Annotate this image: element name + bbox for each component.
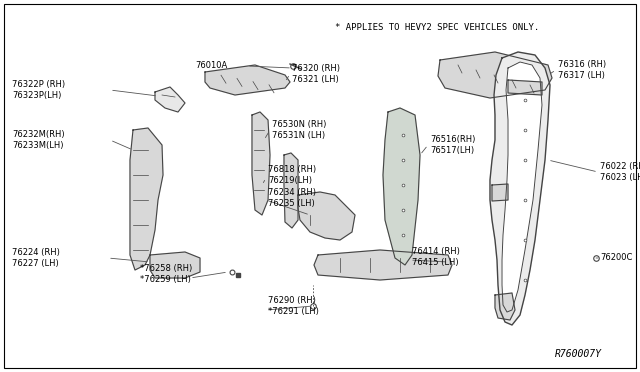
- Polygon shape: [508, 80, 542, 95]
- Polygon shape: [252, 112, 270, 215]
- Text: 76224 (RH)
76227 (LH): 76224 (RH) 76227 (LH): [12, 248, 60, 269]
- Text: 76818 (RH)
76219(LH): 76818 (RH) 76219(LH): [268, 164, 316, 185]
- Text: 76320 (RH)
76321 (LH): 76320 (RH) 76321 (LH): [292, 64, 340, 84]
- Text: *76258 (RH)
*76259 (LH): *76258 (RH) *76259 (LH): [140, 264, 192, 285]
- Text: 76200C: 76200C: [600, 253, 632, 263]
- Polygon shape: [205, 65, 290, 95]
- Text: 76234 (RH)
76235 (LH): 76234 (RH) 76235 (LH): [268, 187, 316, 208]
- Text: 76232M(RH)
76233M(LH): 76232M(RH) 76233M(LH): [12, 129, 65, 150]
- Polygon shape: [492, 184, 508, 201]
- Polygon shape: [490, 52, 550, 325]
- Text: 76516(RH)
76517(LH): 76516(RH) 76517(LH): [430, 135, 476, 155]
- Text: 76010A: 76010A: [196, 61, 228, 71]
- Polygon shape: [502, 62, 542, 312]
- Text: 76022 (RH)
76023 (LH): 76022 (RH) 76023 (LH): [600, 161, 640, 182]
- Text: 76414 (RH)
76415 (LH): 76414 (RH) 76415 (LH): [412, 247, 460, 267]
- Polygon shape: [495, 293, 515, 320]
- Polygon shape: [438, 52, 552, 98]
- Text: * APPLIES TO HEVY2 SPEC VEHICLES ONLY.: * APPLIES TO HEVY2 SPEC VEHICLES ONLY.: [335, 22, 540, 32]
- Text: 76322P (RH)
76323P(LH): 76322P (RH) 76323P(LH): [12, 80, 65, 100]
- Polygon shape: [298, 192, 355, 240]
- Polygon shape: [150, 252, 200, 278]
- Polygon shape: [314, 250, 452, 280]
- Polygon shape: [383, 108, 420, 265]
- Text: R760007Y: R760007Y: [555, 349, 602, 359]
- Polygon shape: [284, 153, 298, 228]
- Text: 76530N (RH)
76531N (LH): 76530N (RH) 76531N (LH): [272, 120, 326, 140]
- Polygon shape: [130, 128, 163, 270]
- Text: 76316 (RH)
76317 (LH): 76316 (RH) 76317 (LH): [558, 60, 606, 80]
- Polygon shape: [155, 87, 185, 112]
- Text: 76290 (RH)
*76291 (LH): 76290 (RH) *76291 (LH): [268, 296, 319, 317]
